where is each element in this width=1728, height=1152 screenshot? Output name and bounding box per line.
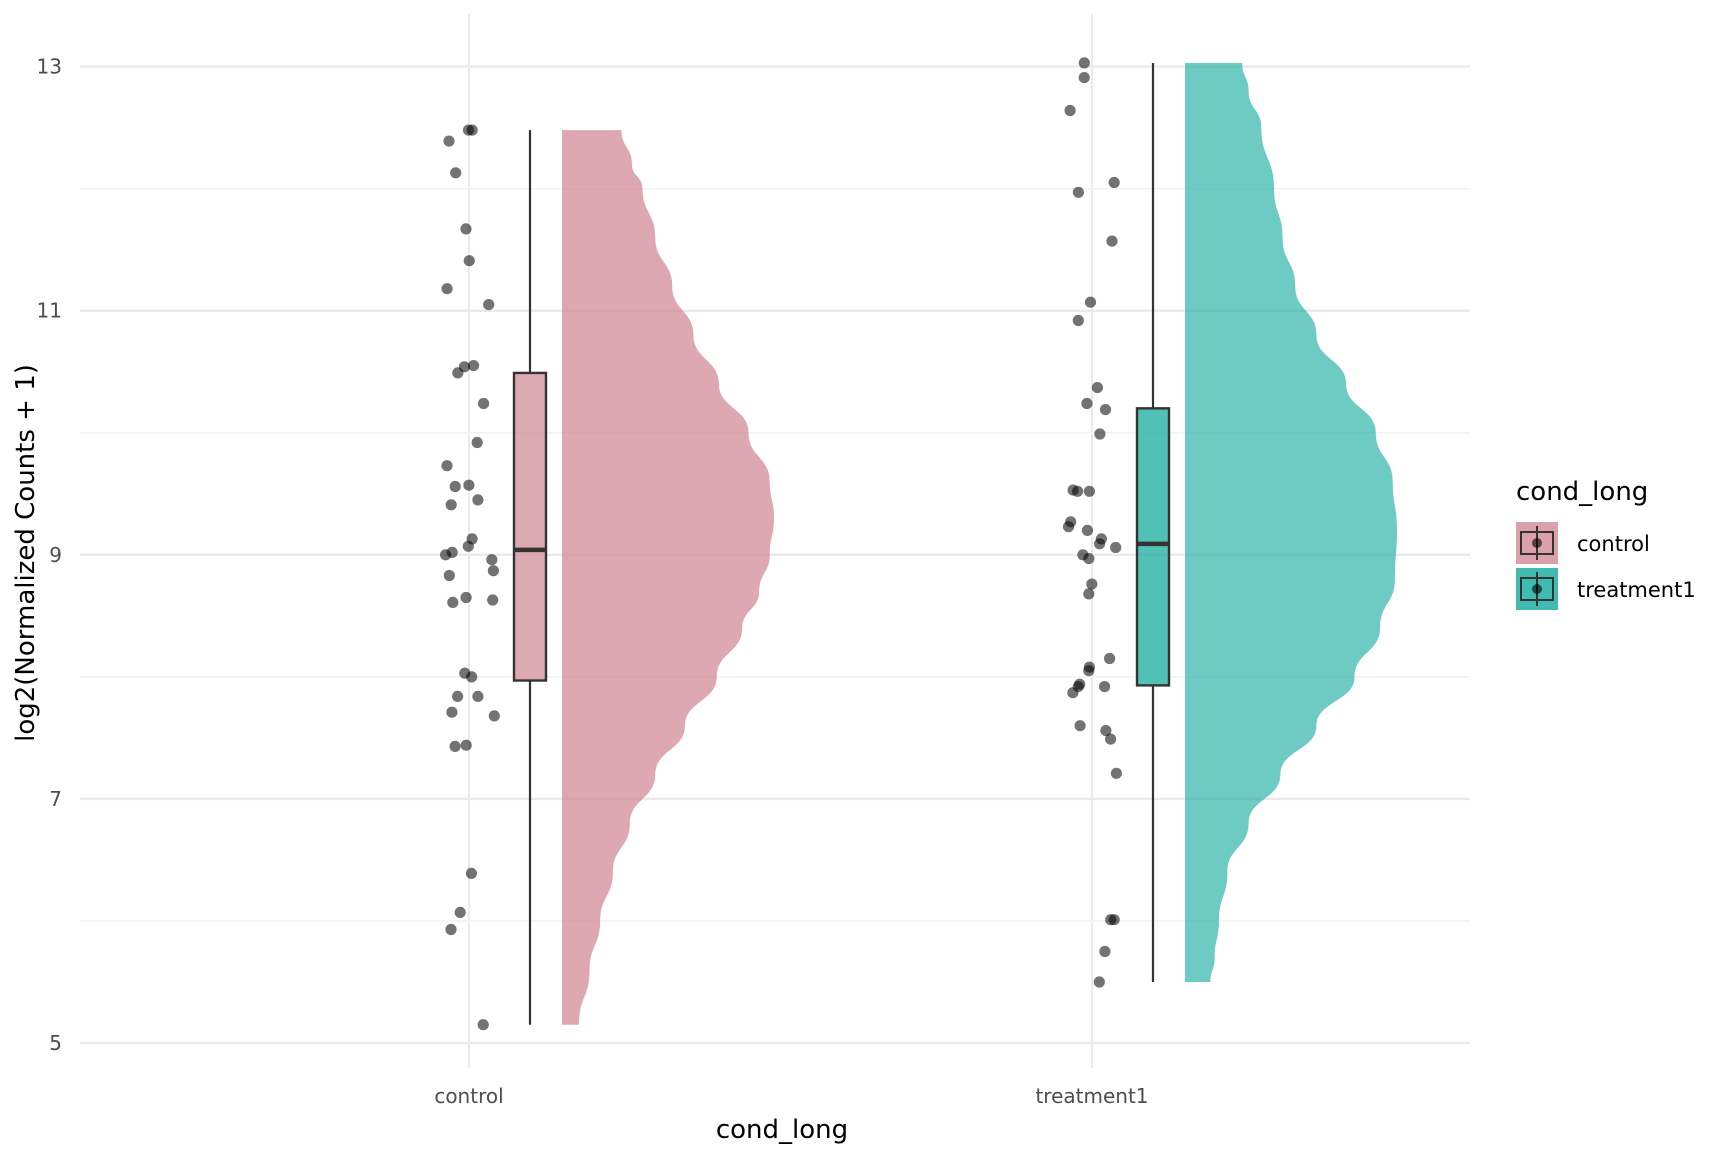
data-point-control [472,690,484,703]
x-tick-label-control: control [434,1084,503,1108]
legend-title: cond_long [1516,477,1648,507]
legend-label-control: control [1577,532,1650,556]
data-point-treatment1 [1110,767,1122,779]
data-point-control [468,360,480,372]
data-point-control [454,906,466,919]
data-point-control [488,710,500,722]
data-point-treatment1 [1094,538,1106,550]
data-point-treatment1 [1093,976,1105,988]
data-point-treatment1 [1108,176,1120,189]
x-tick-label-treatment1: treatment1 [1035,1084,1148,1108]
box-iqr-control [512,371,548,682]
legend-key-box [1520,577,1554,601]
data-point-control [486,554,498,566]
data-point-control [472,494,484,506]
data-point-control [463,479,475,491]
data-point-control [446,706,458,718]
data-point-treatment1 [1067,687,1079,699]
data-point-control [443,135,455,147]
data-point-control [449,740,461,753]
data-point-treatment1 [1086,578,1098,590]
data-point-treatment1 [1104,652,1116,665]
x-axis-ticks: control treatment1 [434,1084,1148,1108]
y-axis-ticks: 5 7 9 11 13 [37,55,62,1055]
data-point-treatment1 [1099,404,1112,416]
legend-key-point [1532,584,1542,594]
data-point-control [460,223,472,235]
data-point-treatment1 [1083,588,1095,600]
data-point-control [445,499,457,511]
data-point-control [440,549,452,561]
density-clouds [562,62,1397,1025]
data-point-control [460,739,472,751]
x-axis-title: cond_long [716,1115,848,1145]
data-point-treatment1 [1099,945,1111,958]
data-point-control [445,923,457,936]
legend: cond_long control treatment1 [1516,477,1696,610]
y-tick-label: 9 [49,543,62,567]
y-tick-label: 7 [49,787,62,811]
data-point-control [466,671,478,683]
data-point-control [471,436,483,449]
data-point-control [443,569,455,582]
data-point-treatment1 [1105,914,1117,926]
data-point-treatment1 [1083,552,1095,565]
data-point-control [460,591,472,604]
legend-key-point [1532,538,1542,548]
data-point-treatment1 [1083,665,1095,677]
data-point-treatment1 [1084,296,1097,308]
data-point-control [441,283,453,295]
data-point-control [441,460,453,472]
density-cloud-treatment1 [1185,62,1397,982]
data-point-treatment1 [1072,485,1084,497]
data-point-treatment1 [1094,428,1106,440]
data-point-control [450,167,462,179]
data-point-treatment1 [1074,720,1086,732]
y-axis-title: log2(Normalized Counts + 1) [11,364,41,742]
data-point-treatment1 [1072,186,1084,198]
jitter-points [440,57,1122,1031]
data-point-control [452,690,464,703]
data-point-control [462,540,474,552]
box-iqr-treatment1 [1135,407,1171,687]
data-point-treatment1 [1100,725,1112,737]
data-point-treatment1 [1078,72,1090,84]
data-point-control [487,594,499,606]
data-point-treatment1 [1072,314,1084,327]
data-point-control [463,255,475,267]
data-point-control [478,397,490,410]
data-point-treatment1 [1083,485,1095,497]
data-point-treatment1 [1062,521,1075,533]
data-point-control [483,299,495,311]
data-point-treatment1 [1110,541,1122,554]
data-point-control [487,565,499,577]
data-point-treatment1 [1078,57,1090,69]
legend-key-box [1520,531,1554,555]
data-point-treatment1 [1081,397,1093,410]
data-point-treatment1 [1064,104,1076,117]
data-point-treatment1 [1091,382,1103,394]
data-point-control [447,596,459,609]
data-point-treatment1 [1106,235,1118,247]
data-point-control [466,124,478,136]
boxplots [512,62,1171,1025]
data-point-control [477,1019,489,1031]
legend-keys [1516,522,1558,610]
data-point-control [465,867,477,880]
data-point-control [449,480,461,493]
data-point-treatment1 [1105,733,1117,745]
data-point-treatment1 [1099,681,1111,693]
density-cloud-control [562,130,774,1025]
y-tick-label: 13 [37,55,62,79]
data-point-treatment1 [1081,524,1093,537]
legend-label-treatment1: treatment1 [1577,578,1696,602]
y-tick-label: 5 [49,1031,62,1055]
y-tick-label: 11 [37,299,62,323]
data-point-control [452,367,464,379]
